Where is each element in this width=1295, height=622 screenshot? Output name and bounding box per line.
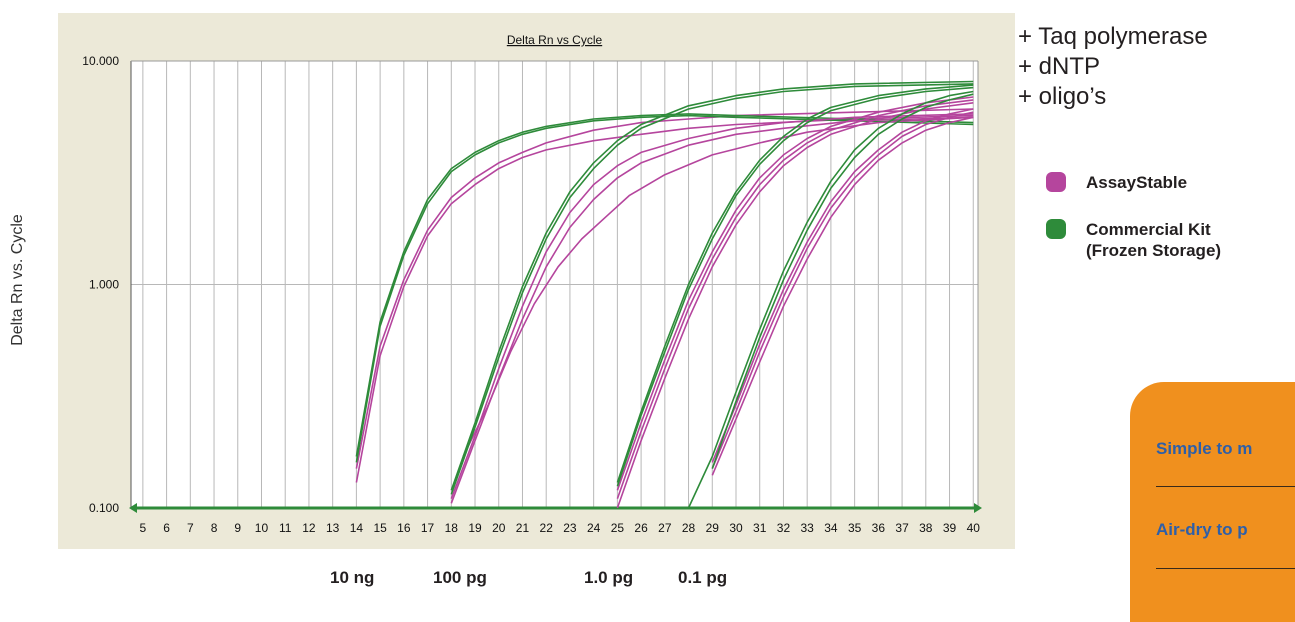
x-tick-label: 35 — [848, 521, 862, 535]
x-tick-label: 24 — [587, 521, 601, 535]
legend-label-commercial-kit: Commercial Kit (Frozen Storage) — [1086, 220, 1222, 260]
reaction-components-list: + Taq polymerase + dNTP + oligo’s — [1018, 22, 1208, 112]
chart-title: Delta Rn vs Cycle — [507, 33, 603, 47]
x-tick-label: 21 — [516, 521, 530, 535]
feature-divider — [1156, 486, 1295, 487]
amplification-curve — [711, 108, 974, 463]
x-tick-label: 32 — [777, 521, 791, 535]
reaction-component-item: + oligo’s — [1018, 83, 1107, 110]
x-tick-label: 40 — [967, 521, 981, 535]
amplification-curve — [711, 111, 974, 469]
x-tick-label: 28 — [682, 521, 696, 535]
legend-swatch-commercial-kit — [1046, 219, 1066, 239]
reaction-component-item: + Taq polymerase — [1018, 23, 1208, 50]
x-tick-label: 25 — [611, 521, 625, 535]
amplification-curve — [450, 83, 974, 495]
amplification-curve — [450, 80, 974, 491]
x-tick-label: 29 — [706, 521, 720, 535]
x-tick-label: 6 — [163, 521, 170, 535]
template-amount-label: 100 pg — [433, 568, 487, 587]
x-tick-label: 9 — [234, 521, 241, 535]
legend-item-commercial-kit: Commercial Kit (Frozen Storage) — [1046, 219, 1221, 261]
amplification-curve — [616, 84, 974, 483]
amplification-curve — [450, 113, 974, 499]
x-tick-label: 8 — [211, 521, 218, 535]
legend-swatch-assaystable — [1046, 172, 1066, 192]
reaction-component-item: + dNTP — [1018, 53, 1101, 80]
amplification-curve — [711, 116, 974, 476]
outer-y-axis-label: Delta Rn vs. Cycle — [4, 160, 32, 400]
x-tick-label: 26 — [634, 521, 648, 535]
x-tick-label: 39 — [943, 521, 957, 535]
x-tick-label: 38 — [919, 521, 933, 535]
x-tick-label: 11 — [279, 521, 292, 535]
amplification-curve — [355, 114, 974, 463]
x-tick-label: 34 — [824, 521, 838, 535]
amplification-curve — [687, 90, 974, 509]
x-tick-label: 5 — [140, 521, 147, 535]
x-tick-label: 17 — [421, 521, 435, 535]
baseline-arrow-right — [974, 503, 982, 513]
amplification-curve — [616, 102, 974, 509]
x-tick-label: 33 — [800, 521, 814, 535]
feature-item: Simple to m — [1156, 439, 1253, 458]
template-amount-label: 10 ng — [330, 568, 375, 587]
x-tick-label: 27 — [658, 521, 672, 535]
x-tick-label: 36 — [872, 521, 886, 535]
y-tick-label: 10.000 — [82, 54, 119, 68]
x-tick-label: 16 — [397, 521, 411, 535]
x-tick-label: 14 — [350, 521, 364, 535]
x-tick-label: 37 — [895, 521, 909, 535]
amplification-curve — [450, 116, 974, 504]
x-tick-label: 10 — [255, 521, 269, 535]
amplification-curve — [616, 86, 974, 487]
amplification-curve — [616, 96, 974, 491]
outer-y-axis-label-text: Delta Rn vs. Cycle — [9, 214, 26, 346]
feature-item: Air-dry to p — [1156, 520, 1248, 539]
legend-item-assaystable: AssayStable — [1046, 172, 1187, 193]
x-tick-label: 19 — [468, 521, 482, 535]
template-amount-label: 0.1 pg — [678, 568, 728, 587]
baseline-arrow-left — [129, 503, 137, 513]
y-tick-label: 0.100 — [89, 501, 119, 515]
x-tick-label: 15 — [373, 521, 387, 535]
x-tick-label: 7 — [187, 521, 194, 535]
x-tick-label: 12 — [302, 521, 316, 535]
y-tick-label: 1.000 — [89, 278, 119, 292]
amplification-curve — [711, 93, 974, 469]
legend-label-assaystable: AssayStable — [1086, 173, 1188, 192]
template-amount-label: 1.0 pg — [584, 568, 634, 587]
chart-panel: 0.100 1.000 10.000 5 6 7 8 9 10 11 12 13 14 15 16 17 18 1… — [58, 13, 1015, 549]
feature-divider — [1156, 568, 1295, 569]
x-tick-label: 30 — [729, 521, 743, 535]
chart-svg: 0.100 1.000 10.000 5 6 7 8 9 10 11 12 13 14 15 16 17 18 1… — [82, 33, 982, 535]
x-tick-label: 22 — [540, 521, 554, 535]
x-tick-label: 23 — [563, 521, 577, 535]
amplification-curve — [355, 113, 974, 457]
x-tick-label: 20 — [492, 521, 506, 535]
amplification-curve — [462, 116, 974, 457]
amplification-curve — [355, 114, 974, 483]
x-tick-label: 31 — [753, 521, 767, 535]
features-panel: Simple to m Air-dry to p — [1130, 382, 1295, 622]
x-tick-label: 18 — [445, 521, 459, 535]
amplification-curve — [616, 99, 974, 499]
x-tick-label: 13 — [326, 521, 340, 535]
